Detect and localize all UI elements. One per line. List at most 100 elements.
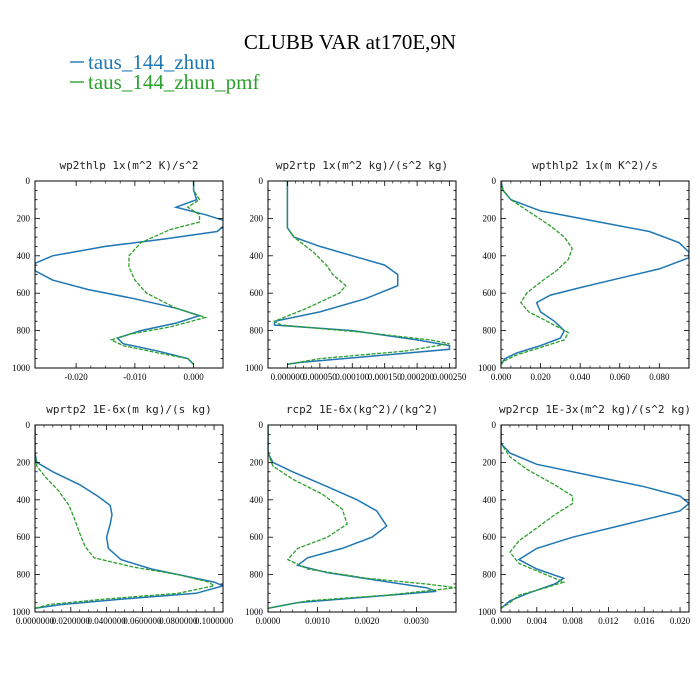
panel-3: wpthlp2 1x(m K^2)/s 0 200 400 600 800 10000.00… [478, 159, 690, 382]
plot-frame [500, 180, 690, 369]
panel-title: wp2thlp 1x(m^2 K)/s^2 [59, 159, 198, 172]
y-tick-label: 0 [492, 176, 497, 186]
plot-frame [34, 180, 224, 369]
panel-title: wp2rcp 1E-3x(m^2 kg)/(s^2 kg) [499, 403, 691, 416]
y-tick-label: 200 [17, 457, 31, 467]
series-line-2 [273, 181, 450, 365]
series-line-2 [109, 181, 208, 365]
y-tick-label: 1000 [12, 363, 31, 373]
x-tick-label: 0.0200000 [52, 616, 91, 626]
y-tick-label: 0 [492, 420, 497, 430]
x-tick-label: 0.000 [184, 372, 205, 382]
y-tick-label: 1000 [245, 607, 264, 617]
chart-title: CLUBB VAR at170E,9N [244, 30, 456, 54]
x-tick-label: 0.008 [562, 616, 583, 626]
y-tick-label: 200 [17, 213, 31, 223]
y-tick-label: 400 [250, 495, 264, 505]
y-tick-label: 600 [17, 288, 31, 298]
panel-5: rcp2 1E-6x(kg^2)/(kg^2) 0 200 400 600 800 1000… [245, 403, 457, 626]
y-tick-label: 600 [483, 288, 497, 298]
y-tick-label: 800 [250, 570, 264, 580]
series-line-1 [501, 425, 689, 609]
y-tick-label: 200 [250, 213, 264, 223]
series-line-1 [35, 425, 223, 610]
panel-6: wp2rcp 1E-3x(m^2 kg)/(s^2 kg)0 200 400 600 8… [478, 403, 691, 626]
x-tick-label: 0.0030 [404, 616, 429, 626]
series-line-2 [35, 425, 216, 609]
x-tick-label: 0.000100 [335, 372, 369, 382]
x-tick-label: 0.0000 [256, 616, 281, 626]
y-tick-label: 1000 [245, 363, 264, 373]
y-tick-label: 800 [17, 326, 31, 336]
x-tick-label: 0.040 [570, 372, 591, 382]
x-tick-label: 0.000250 [433, 372, 467, 382]
legend: taus_144_zhun taus_144_zhun_pmf [70, 50, 259, 94]
y-tick-label: 400 [17, 251, 31, 261]
x-tick-label: 0.0000000 [16, 616, 55, 626]
legend-label-series-2: taus_144_zhun_pmf [88, 70, 259, 94]
plot-frame [34, 424, 224, 613]
y-tick-label: 0 [26, 176, 31, 186]
series-line-1 [268, 425, 437, 610]
series-line-2 [501, 181, 573, 365]
plot-frame [500, 424, 690, 613]
legend-label-series-1: taus_144_zhun [88, 50, 216, 74]
panel-2: wp2rtp 1x(m^2 kg)/(s^2 kg) 0 200 400 600 800 1… [245, 159, 467, 382]
y-tick-label: 600 [17, 532, 31, 542]
y-tick-label: 800 [483, 570, 497, 580]
x-tick-label: 0.020 [530, 372, 551, 382]
x-tick-label: 0.004 [527, 616, 548, 626]
x-tick-label: 0.0010 [305, 616, 330, 626]
y-tick-label: 200 [250, 457, 264, 467]
panel-1: wp2thlp 1x(m^2 K)/s^2 0 200 400 600 800 1000 -0… [12, 159, 224, 382]
x-tick-label: 0.1000000 [195, 616, 234, 626]
y-tick-label: 600 [250, 288, 264, 298]
x-tick-label: 0.0600000 [123, 616, 162, 626]
series-line-1 [35, 181, 223, 365]
x-tick-label: 0.000150 [368, 372, 402, 382]
y-tick-label: 0 [259, 176, 264, 186]
y-tick-label: 400 [483, 495, 497, 505]
series-line-2 [268, 425, 456, 609]
panel-title: wp2rtp 1x(m^2 kg)/(s^2 kg) [276, 159, 448, 172]
panel-title: wprtp2 1E-6x(m kg)/(s kg) [46, 403, 212, 416]
y-tick-label: 200 [483, 213, 497, 223]
y-tick-label: 600 [250, 532, 264, 542]
y-tick-label: 1000 [478, 363, 497, 373]
x-tick-label: 0.000050 [303, 372, 337, 382]
series-line-1 [501, 181, 689, 365]
x-tick-label: 0.0800000 [159, 616, 198, 626]
x-tick-label: 0.000200 [400, 372, 434, 382]
y-tick-label: 400 [250, 251, 264, 261]
x-tick-label: 0.060 [610, 372, 631, 382]
x-tick-label: 0.016 [634, 616, 655, 626]
y-tick-label: 0 [259, 420, 264, 430]
y-tick-label: 200 [483, 457, 497, 467]
x-tick-label: 0.020 [670, 616, 691, 626]
x-tick-label: -0.020 [65, 372, 89, 382]
x-tick-label: 0.080 [649, 372, 670, 382]
y-tick-label: 1000 [478, 607, 497, 617]
series-line-1 [273, 181, 451, 366]
y-tick-label: 400 [17, 495, 31, 505]
x-tick-label: 0.0400000 [87, 616, 126, 626]
panel-4: wprtp2 1E-6x(m kg)/(s kg) 0 200 400 600 800 10… [12, 403, 234, 626]
x-tick-label: 0.0020 [355, 616, 380, 626]
y-tick-label: 1000 [12, 607, 31, 617]
y-tick-label: 0 [26, 420, 31, 430]
x-tick-label: -0.010 [123, 372, 147, 382]
x-tick-label: 0.000 [491, 616, 512, 626]
y-tick-label: 400 [483, 251, 497, 261]
x-tick-label: 0.000 [491, 372, 512, 382]
series-line-2 [501, 425, 574, 609]
panels: wp2thlp 1x(m^2 K)/s^2 0 200 400 600 800 1000 -0… [12, 159, 691, 626]
x-tick-label: 0.000000 [271, 372, 305, 382]
x-tick-label: 0.012 [598, 616, 618, 626]
y-tick-label: 600 [483, 532, 497, 542]
y-tick-label: 800 [250, 326, 264, 336]
y-tick-label: 800 [483, 326, 497, 336]
panel-title: rcp2 1E-6x(kg^2)/(kg^2) [286, 403, 438, 416]
panel-title: wpthlp2 1x(m K^2)/s [532, 159, 658, 172]
y-tick-label: 800 [17, 570, 31, 580]
